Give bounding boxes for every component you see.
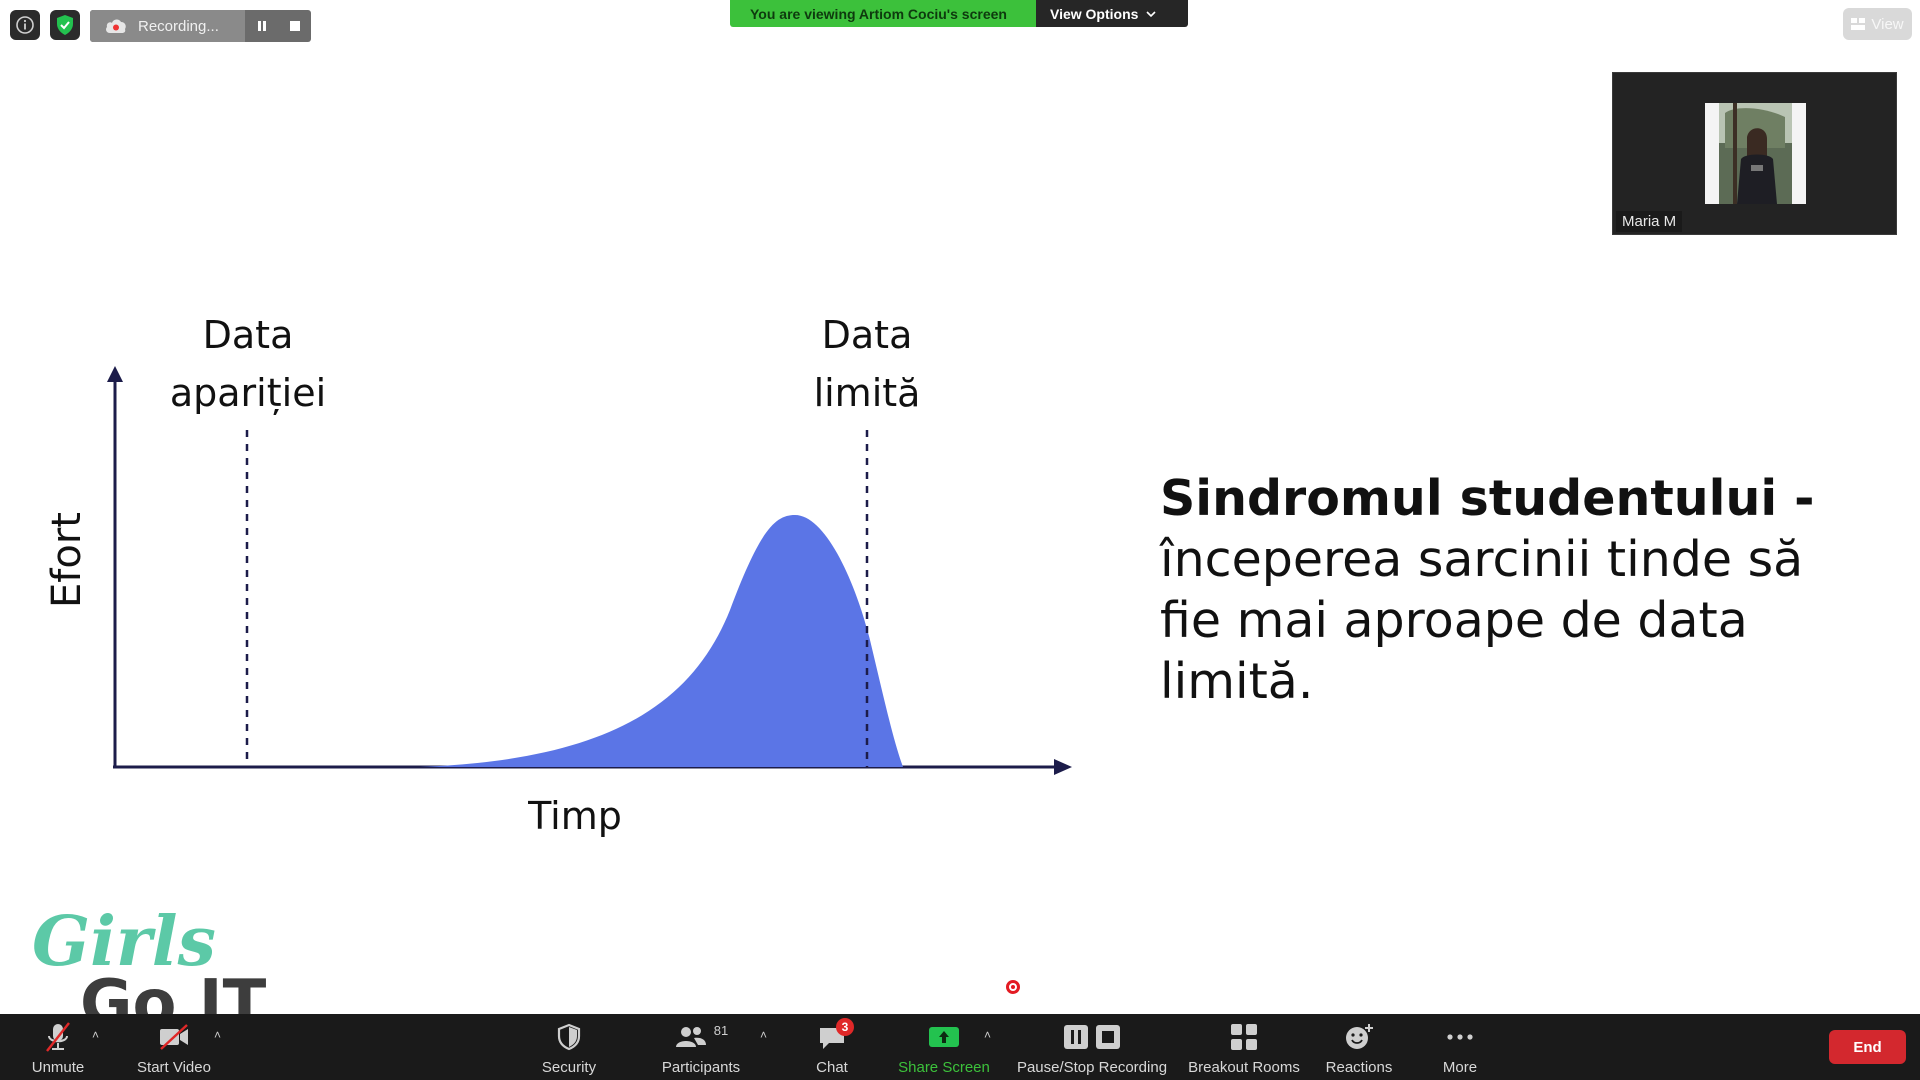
participants-options-caret[interactable]: ˄	[760, 1028, 768, 1042]
screen-share-banner: You are viewing Artiom Cociu's screen Vi…	[730, 0, 1188, 27]
view-options-label: View Options	[1050, 5, 1139, 22]
shield-check-icon	[57, 15, 73, 35]
more-button[interactable]: More	[1436, 1014, 1484, 1080]
slide-text-line-1: începerea sarcinii tinde să	[1160, 531, 1804, 588]
effort-curve	[420, 515, 903, 767]
video-camera-off-icon	[160, 1024, 188, 1050]
deadline-label-line2: limită	[814, 371, 921, 415]
participant-name: Maria M	[1616, 211, 1683, 232]
more-dots-icon	[1447, 1034, 1473, 1040]
cloud-record-icon	[106, 19, 126, 33]
viewing-screen-label: You are viewing Artiom Cociu's screen	[730, 0, 1036, 27]
start-video-label: Start Video	[137, 1059, 211, 1076]
pause-recording-button[interactable]	[245, 10, 278, 42]
chat-label: Chat	[816, 1059, 848, 1076]
profile-photo-icon	[1705, 103, 1806, 204]
chat-unread-badge: 3	[836, 1018, 854, 1036]
recording-indicator: Recording...	[90, 10, 311, 42]
deadline-label-line1: Data	[822, 313, 913, 357]
view-label: View	[1871, 15, 1904, 33]
girls-go-it-logo: Girls Go IT	[32, 895, 302, 1041]
security-shield-icon	[557, 1023, 581, 1051]
y-axis-arrow	[107, 366, 123, 382]
unmute-button[interactable]: Unmute	[22, 1014, 94, 1080]
reactions-button[interactable]: Reactions	[1324, 1014, 1394, 1080]
participants-label: Participants	[661, 1059, 741, 1076]
microphone-muted-icon	[46, 1022, 70, 1052]
pause-stop-label: Pause/Stop Recording	[1016, 1059, 1168, 1076]
recording-label: Recording...	[138, 17, 219, 35]
participant-avatar	[1705, 103, 1806, 204]
security-button[interactable]: Security	[532, 1014, 606, 1080]
chevron-down-icon	[1146, 10, 1157, 17]
svg-text:Girls: Girls	[32, 902, 216, 982]
effort-time-diagram: Data apariției Data limită Timp Efort	[44, 313, 1072, 838]
pause-icon	[257, 21, 266, 31]
smiley-plus-icon	[1346, 1024, 1373, 1049]
slide-text-line-3: limită.	[1160, 653, 1314, 710]
start-date-label-line2: apariției	[170, 371, 326, 415]
info-icon	[16, 16, 34, 34]
breakout-rooms-label: Breakout Rooms	[1188, 1059, 1300, 1076]
pause-stop-recording-button[interactable]: Pause/Stop Recording	[1014, 1014, 1170, 1080]
x-axis-label: Timp	[527, 794, 622, 838]
y-axis-label: Efort	[44, 512, 90, 608]
start-date-label-line1: Data	[203, 313, 294, 357]
share-screen-icon	[929, 1027, 959, 1047]
participants-button[interactable]: 81 Participants	[656, 1014, 746, 1080]
breakout-rooms-button[interactable]: Breakout Rooms	[1186, 1014, 1302, 1080]
breakout-rooms-icon	[1231, 1024, 1257, 1050]
share-screen-label: Share Screen	[898, 1059, 990, 1076]
pause-stop-icon	[1064, 1025, 1120, 1049]
participant-video-tile[interactable]: Maria M	[1612, 72, 1897, 235]
participants-count: 81	[713, 1023, 729, 1038]
slide-description: Sindromul studentului - începerea sarcin…	[1160, 468, 1860, 712]
encryption-button[interactable]	[50, 10, 80, 40]
grid-view-icon	[1851, 18, 1866, 30]
meeting-toolbar: Unmute ˄ Start Video ˄ Security 81 Parti…	[0, 1014, 1920, 1080]
start-video-button[interactable]: Start Video	[128, 1014, 220, 1080]
slide-text-line-2: fie mai aproape de data	[1160, 592, 1748, 649]
view-layout-button[interactable]: View	[1843, 8, 1912, 40]
share-screen-button[interactable]: Share Screen	[896, 1014, 992, 1080]
participants-icon	[675, 1027, 706, 1047]
more-label: More	[1442, 1059, 1478, 1076]
x-axis-arrow	[1054, 759, 1072, 775]
stop-recording-button[interactable]	[278, 10, 311, 42]
reactions-label: Reactions	[1325, 1059, 1393, 1076]
cursor-pointer-indicator	[1006, 980, 1020, 994]
security-label: Security	[541, 1059, 597, 1076]
video-options-caret[interactable]: ˄	[214, 1028, 222, 1042]
stop-icon	[289, 21, 300, 31]
svg-text:Go IT: Go IT	[80, 967, 267, 1015]
end-meeting-button[interactable]: End	[1829, 1030, 1906, 1064]
meeting-info-button[interactable]	[10, 10, 40, 40]
view-options-button[interactable]: View Options	[1036, 0, 1188, 27]
share-options-caret[interactable]: ˄	[984, 1028, 992, 1042]
audio-options-caret[interactable]: ˄	[92, 1028, 100, 1042]
unmute-label: Unmute	[31, 1059, 85, 1076]
slide-title: Sindromul studentului -	[1160, 470, 1815, 527]
